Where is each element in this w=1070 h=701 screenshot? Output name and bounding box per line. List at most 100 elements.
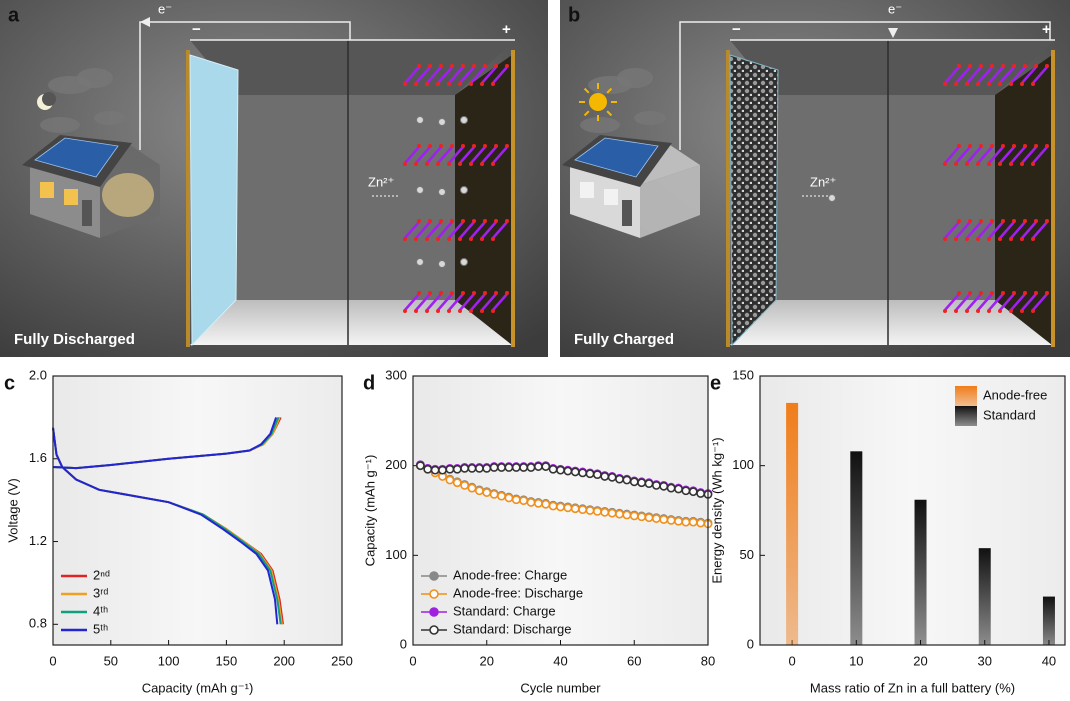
x-axis-label: Mass ratio of Zn in a full battery (%) bbox=[810, 680, 1015, 695]
plot-area bbox=[53, 376, 342, 645]
crystal-atom bbox=[417, 291, 421, 295]
crystal-atom bbox=[450, 291, 454, 295]
crystal-bond bbox=[492, 293, 508, 311]
crystal-bond bbox=[955, 66, 971, 84]
x-tick-label: 60 bbox=[627, 653, 641, 668]
crystal-bond bbox=[415, 146, 431, 164]
crystal-atom bbox=[461, 144, 465, 148]
crystal-atom bbox=[491, 309, 495, 313]
crystal-atom bbox=[998, 162, 1002, 166]
zn-ion bbox=[416, 116, 424, 124]
crystal-atom bbox=[494, 64, 498, 68]
crystal-bond bbox=[977, 146, 993, 164]
crystal-atom bbox=[436, 162, 440, 166]
crystal-bond bbox=[999, 293, 1015, 311]
electron-label: e⁻ bbox=[158, 1, 172, 16]
crystal-atom bbox=[480, 162, 484, 166]
crystal-atom bbox=[1031, 237, 1035, 241]
crystal-atom bbox=[472, 144, 476, 148]
crystal-atom bbox=[472, 64, 476, 68]
crystal-bond bbox=[944, 146, 960, 164]
crystal-atom bbox=[450, 64, 454, 68]
crystal-atom bbox=[1009, 162, 1013, 166]
data-point bbox=[526, 463, 536, 472]
crystal-atom bbox=[469, 309, 473, 313]
crystal-bond bbox=[944, 221, 960, 239]
positive-terminal: + bbox=[1042, 21, 1051, 38]
bar bbox=[978, 548, 991, 645]
data-point bbox=[592, 506, 602, 516]
crystal-atom bbox=[1001, 219, 1005, 223]
crystal-bond bbox=[988, 293, 1004, 311]
x-tick-label: 80 bbox=[701, 653, 715, 668]
data-point bbox=[445, 464, 455, 474]
data-point bbox=[511, 495, 521, 505]
panel-label: d bbox=[363, 372, 375, 394]
crystal-atom bbox=[954, 237, 958, 241]
data-point bbox=[651, 514, 661, 523]
crystal-bond bbox=[999, 146, 1015, 164]
y-tick-label: 100 bbox=[385, 547, 407, 562]
x-tick-label: 30 bbox=[978, 653, 992, 668]
data-point bbox=[651, 480, 661, 490]
y-tick-label: 0 bbox=[400, 636, 407, 651]
illustration-panel: Zn²⁺ e⁻ − + a Fully Discharged bbox=[0, 0, 548, 357]
data-point bbox=[423, 464, 433, 474]
crystal-bond bbox=[426, 221, 442, 239]
crystal-bond bbox=[481, 66, 497, 84]
crystal-bond bbox=[404, 66, 420, 84]
crystal-atom bbox=[439, 291, 443, 295]
zn-ion bbox=[416, 186, 424, 194]
crystal-atom bbox=[990, 291, 994, 295]
crystal-atom bbox=[414, 309, 418, 313]
data-point bbox=[666, 515, 676, 525]
data-point bbox=[497, 463, 506, 472]
crystal-atom bbox=[425, 162, 429, 166]
crystal-atom bbox=[943, 237, 947, 241]
data-point bbox=[578, 505, 588, 515]
cloud bbox=[617, 68, 653, 88]
crystal-atom bbox=[414, 237, 418, 241]
data-point bbox=[467, 483, 477, 493]
crystal-bond bbox=[1032, 221, 1048, 239]
state-caption: Fully Charged bbox=[574, 331, 674, 348]
y-tick-label: 300 bbox=[385, 367, 407, 382]
data-point bbox=[430, 465, 440, 475]
crystal-atom bbox=[957, 144, 961, 148]
data-point bbox=[600, 507, 610, 517]
x-tick-label: 0 bbox=[49, 653, 56, 668]
anode-deposit bbox=[189, 54, 239, 347]
sun-ray bbox=[583, 110, 590, 117]
data-point bbox=[504, 493, 514, 503]
crystal-atom bbox=[968, 144, 972, 148]
zn-ion bbox=[438, 260, 446, 268]
crystal-atom bbox=[979, 64, 983, 68]
crystal-bond bbox=[426, 146, 442, 164]
data-point bbox=[526, 498, 536, 507]
data-point bbox=[696, 489, 706, 498]
crystal-atom bbox=[1020, 82, 1024, 86]
crystal-atom bbox=[458, 309, 462, 313]
electron-arrow bbox=[140, 17, 150, 27]
crystal-atom bbox=[494, 291, 498, 295]
data-point bbox=[666, 483, 676, 493]
crystal-atom bbox=[439, 219, 443, 223]
y-tick-label: 0.8 bbox=[29, 616, 47, 631]
crystal-atom bbox=[1023, 144, 1027, 148]
cell-floor bbox=[730, 300, 1055, 345]
house-gable bbox=[640, 145, 700, 185]
crystal-bond bbox=[481, 293, 497, 311]
crystal-bond bbox=[1021, 293, 1037, 311]
crystal-atom bbox=[483, 219, 487, 223]
panel-label: a bbox=[8, 4, 20, 26]
crystal-bond bbox=[437, 66, 453, 84]
cloud bbox=[580, 117, 620, 133]
legend-swatch bbox=[955, 406, 977, 426]
data-point bbox=[615, 474, 624, 484]
data-point bbox=[688, 517, 698, 527]
crystal-bond bbox=[470, 293, 486, 311]
crystal-atom bbox=[1034, 219, 1038, 223]
house-side bbox=[640, 165, 700, 238]
crystal-atom bbox=[1020, 309, 1024, 313]
crystal-atom bbox=[483, 291, 487, 295]
